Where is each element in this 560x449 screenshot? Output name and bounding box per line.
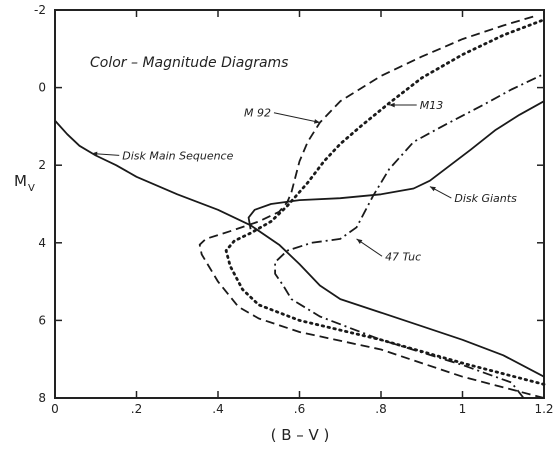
y-tick-label: 0	[38, 81, 46, 95]
annotation-arrowhead-disk-giants	[429, 186, 436, 192]
annotation-arrowhead-47tuc	[356, 238, 363, 244]
x-tick-label: 1	[459, 402, 467, 416]
x-tick-label: .6	[294, 402, 305, 416]
y-tick-label: 8	[38, 391, 46, 405]
x-axis-label: ( B – V )	[271, 426, 330, 444]
x-tick-label: .8	[375, 402, 386, 416]
y-axis-label-subscript: V	[28, 183, 35, 194]
y-axis-label: M	[14, 172, 27, 190]
chart-title: Color – Magnitude Diagrams	[90, 55, 288, 71]
series-line-m13	[224, 18, 546, 386]
x-tick-label: 0	[51, 402, 59, 416]
annotation-label-47tuc: 47 Tuc	[385, 250, 421, 263]
y-tick-label: 4	[38, 236, 46, 250]
x-tick-label: .4	[212, 402, 223, 416]
y-tick-label: -2	[34, 3, 46, 17]
series-line-disk-giants	[247, 100, 545, 230]
annotation-arrowhead-m13	[389, 102, 395, 108]
annotation-label-disk-main-sequence: Disk Main Sequence	[122, 149, 233, 162]
x-tick-label: .2	[131, 402, 142, 416]
series-line-m92	[198, 14, 545, 399]
y-tick-label: 6	[38, 313, 46, 327]
annotation-arrowhead-m92	[313, 119, 320, 124]
y-tick-label: 2	[38, 158, 46, 172]
annotation-leader-m92	[273, 112, 320, 124]
x-tick-label: 1.2	[534, 402, 553, 416]
annotation-label-m92: M 92	[244, 107, 271, 120]
annotation-arrowhead-disk-main-sequence	[91, 151, 98, 157]
annotation-layer: Disk Main Sequence Disk Giants M 92 M13 47 T…	[91, 99, 517, 263]
axis-ticks: 0 .2 .4 .6 .8 1 1.2 -2 0 2 4 6 8	[34, 3, 554, 416]
annotation-label-disk-giants: Disk Giants	[454, 192, 517, 205]
annotation-label-m13: M13	[420, 99, 444, 112]
series-layer	[54, 14, 546, 399]
